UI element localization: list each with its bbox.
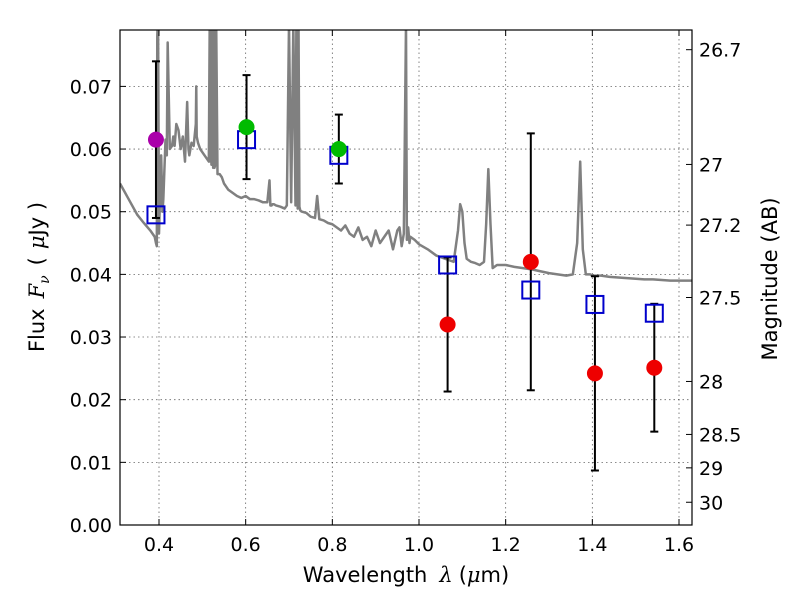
observed-point-green bbox=[330, 141, 347, 158]
plot-area bbox=[120, 30, 692, 472]
observed-point-red bbox=[439, 316, 456, 333]
x-tick-label: 1.0 bbox=[404, 534, 434, 556]
x-axis-label-unit-mu: μ bbox=[467, 563, 481, 587]
y-axis-label-F: F bbox=[25, 282, 49, 299]
y-axis-label-prefix: Flux bbox=[25, 308, 49, 352]
y-tick-label: 0.03 bbox=[70, 327, 112, 349]
y-tick-label: 0.05 bbox=[70, 202, 112, 224]
model-point-square bbox=[644, 303, 664, 323]
y-tick-label: 0.04 bbox=[70, 264, 112, 286]
observed-point-red bbox=[586, 365, 603, 382]
model-point-square bbox=[438, 255, 458, 275]
x-tick-label: 0.8 bbox=[317, 534, 347, 556]
x-tick-label: 0.6 bbox=[231, 534, 261, 556]
x-axis-label-unit-open: ( bbox=[459, 563, 467, 587]
model-point-square bbox=[521, 280, 541, 300]
x-axis-label-text: Wavelength bbox=[303, 563, 428, 587]
template-spectrum-line bbox=[120, 30, 692, 282]
observed-point-magenta bbox=[147, 131, 164, 148]
x-axis-label: Wavelength λ (μm) bbox=[303, 563, 509, 587]
y-axis-label-unit-open: ( bbox=[25, 257, 49, 265]
x-axis-label-lambda: λ bbox=[438, 563, 452, 587]
x-tick-label: 1.6 bbox=[664, 534, 694, 556]
mag-tick-label: 27.5 bbox=[699, 288, 741, 310]
y-tick-label: 0.07 bbox=[70, 76, 112, 98]
y-tick-label: 0.06 bbox=[70, 139, 112, 161]
x-tick-label: 1.4 bbox=[577, 534, 607, 556]
mag-tick-label: 27 bbox=[699, 154, 723, 176]
mag-tick-label: 28.5 bbox=[699, 424, 741, 446]
y-axis-label-unit-mu: μ bbox=[25, 235, 49, 249]
observed-point-red bbox=[522, 253, 539, 270]
mag-tick-label: 30 bbox=[699, 492, 723, 514]
y-axis-label-right: Magnitude (AB) bbox=[758, 197, 782, 360]
mag-tick-label: 26.7 bbox=[699, 40, 741, 62]
mag-tick-label: 29 bbox=[699, 458, 723, 480]
axis-ticks: 0.4 0.6 0.8 1.0 1.2 1.4 1.6 0.00 0.01 0.02 0.03 0.0… bbox=[70, 30, 741, 556]
y-tick-label: 0.01 bbox=[70, 452, 112, 474]
grid-lines bbox=[120, 30, 692, 526]
y-axis-label-left: Flux Fν ( μJy ) bbox=[25, 202, 53, 352]
model-point-square bbox=[585, 294, 605, 314]
y-tick-label: 0.00 bbox=[70, 515, 112, 537]
mag-tick-label: 27.2 bbox=[699, 215, 741, 237]
x-axis-label-unit-rest: m) bbox=[481, 563, 510, 587]
mag-tick-label: 28 bbox=[699, 371, 723, 393]
x-tick-label: 0.4 bbox=[144, 534, 174, 556]
observed-point-green bbox=[238, 119, 255, 136]
x-tick-label: 1.2 bbox=[491, 534, 521, 556]
y-axis-label-nu: ν bbox=[37, 275, 53, 284]
model-point-square bbox=[146, 205, 166, 225]
y-axis-label-unit-rest: Jy ) bbox=[25, 202, 49, 238]
axes-frame bbox=[119, 29, 693, 526]
y-tick-label: 0.02 bbox=[70, 390, 112, 412]
observed-point-red bbox=[646, 359, 663, 376]
